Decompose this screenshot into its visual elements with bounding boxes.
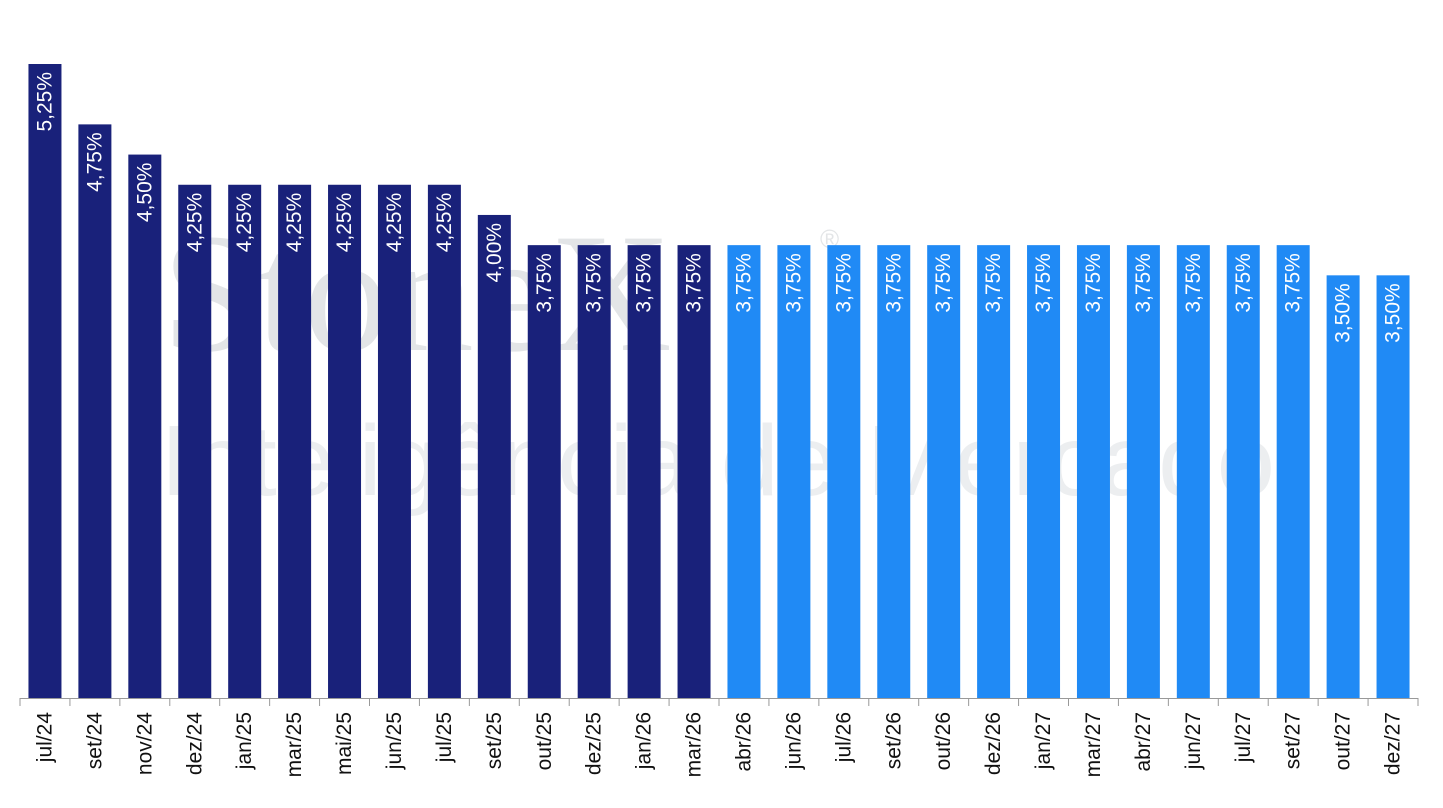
x-tick-label: nov/24 xyxy=(133,712,156,775)
bar-dez/24 xyxy=(178,184,212,698)
x-tick-label: abr/26 xyxy=(732,712,755,772)
bar-mar/27 xyxy=(1076,245,1110,698)
x-tick-label: out/26 xyxy=(932,712,955,770)
x-tick-label: jun/27 xyxy=(1182,712,1205,770)
bar-dez/25 xyxy=(577,245,611,698)
data-label: 4,25% xyxy=(183,193,206,253)
data-label: 4,75% xyxy=(83,132,106,192)
x-tick-label: dez/26 xyxy=(982,712,1005,775)
bar-jul/24 xyxy=(28,64,62,698)
x-tick-label: jun/26 xyxy=(782,712,805,770)
x-axis: jul/24 set/24 nov/24 dez/24 jan/25 mar/25 mai/… xyxy=(19,698,1419,777)
data-label: 3,75% xyxy=(533,253,556,313)
x-tick-label: jan/26 xyxy=(633,712,656,770)
data-label: 3,75% xyxy=(982,253,1005,313)
data-label: 4,25% xyxy=(233,193,256,253)
data-label: 3,75% xyxy=(1282,253,1305,313)
bar-jan/25 xyxy=(228,184,262,698)
data-label: 3,75% xyxy=(782,253,805,313)
x-tick-label: mar/26 xyxy=(683,712,706,777)
bar-set/25 xyxy=(477,214,511,698)
x-tick-label: jul/24 xyxy=(33,712,56,764)
bar-jan/26 xyxy=(627,245,661,698)
data-label: 3,75% xyxy=(633,253,656,313)
bar-mar/25 xyxy=(278,184,312,698)
x-tick-label: out/27 xyxy=(1332,712,1355,770)
x-tick-label: set/27 xyxy=(1282,712,1305,769)
x-tick-label: jun/25 xyxy=(383,712,406,770)
data-label: 4,00% xyxy=(483,223,506,283)
x-tick-label: mar/25 xyxy=(283,712,306,777)
data-label: 4,25% xyxy=(333,193,356,253)
data-label: 3,75% xyxy=(732,253,755,313)
bar-set/26 xyxy=(877,245,911,698)
x-tick-label: jan/25 xyxy=(233,712,256,770)
data-label: 4,25% xyxy=(283,193,306,253)
x-tick-label: jul/26 xyxy=(832,712,855,763)
bar-out/25 xyxy=(527,245,561,698)
data-label: 3,75% xyxy=(1132,253,1155,313)
x-tick-label: dez/24 xyxy=(183,712,206,775)
bar-dez/27 xyxy=(1376,275,1410,698)
x-tick-label: set/26 xyxy=(882,712,905,769)
bars-group: 5,25% 4,75% 4,50% 4,25% 4,25% 4,25% 4,25% 4,25%… xyxy=(28,64,1410,698)
data-label: 3,75% xyxy=(832,253,855,313)
bar-jun/27 xyxy=(1176,245,1210,698)
bar-out/26 xyxy=(927,245,961,698)
x-tick-label: jul/25 xyxy=(433,712,456,763)
data-label: 3,75% xyxy=(882,253,905,313)
data-label: 3,75% xyxy=(1082,253,1105,313)
bar-jul/26 xyxy=(827,245,861,698)
data-label: 3,75% xyxy=(583,253,606,313)
x-tick-label: abr/27 xyxy=(1132,712,1155,772)
bar-set/24 xyxy=(78,124,112,698)
x-tick-label: set/24 xyxy=(83,712,106,770)
data-label: 3,75% xyxy=(932,253,955,313)
data-label: 3,75% xyxy=(1232,253,1255,313)
x-tick-label: set/25 xyxy=(483,712,506,769)
bar-mai/25 xyxy=(328,184,362,698)
data-label: 3,75% xyxy=(1182,253,1205,313)
bar-dez/26 xyxy=(977,245,1011,698)
bar-abr/26 xyxy=(727,245,761,698)
bar-abr/27 xyxy=(1126,245,1160,698)
x-tick-label: mar/27 xyxy=(1082,712,1105,777)
x-tick-label: jan/27 xyxy=(1032,712,1055,770)
data-label: 4,25% xyxy=(383,193,406,253)
bar-jul/27 xyxy=(1226,245,1260,698)
data-label: 3,50% xyxy=(1332,283,1355,343)
bar-jun/26 xyxy=(777,245,811,698)
x-tick-label: dez/25 xyxy=(583,712,606,775)
bar-jan/27 xyxy=(1027,245,1061,698)
data-label: 4,25% xyxy=(433,193,456,253)
bar-mar/26 xyxy=(677,245,711,698)
bar-set/27 xyxy=(1276,245,1310,698)
x-tick-label: out/25 xyxy=(533,712,556,770)
x-tick-label: mai/25 xyxy=(333,712,356,775)
bar-out/27 xyxy=(1326,275,1360,698)
x-tick-label: dez/27 xyxy=(1382,712,1405,775)
data-label: 3,75% xyxy=(1032,253,1055,313)
data-label: 3,75% xyxy=(683,253,706,313)
bar-jun/25 xyxy=(377,184,411,698)
bar-nov/24 xyxy=(128,154,162,698)
data-label: 3,50% xyxy=(1382,283,1405,343)
bar-jul/25 xyxy=(427,184,461,698)
x-tick-label: jul/27 xyxy=(1232,712,1255,763)
data-label: 4,50% xyxy=(133,163,156,223)
data-label: 5,25% xyxy=(33,72,56,132)
